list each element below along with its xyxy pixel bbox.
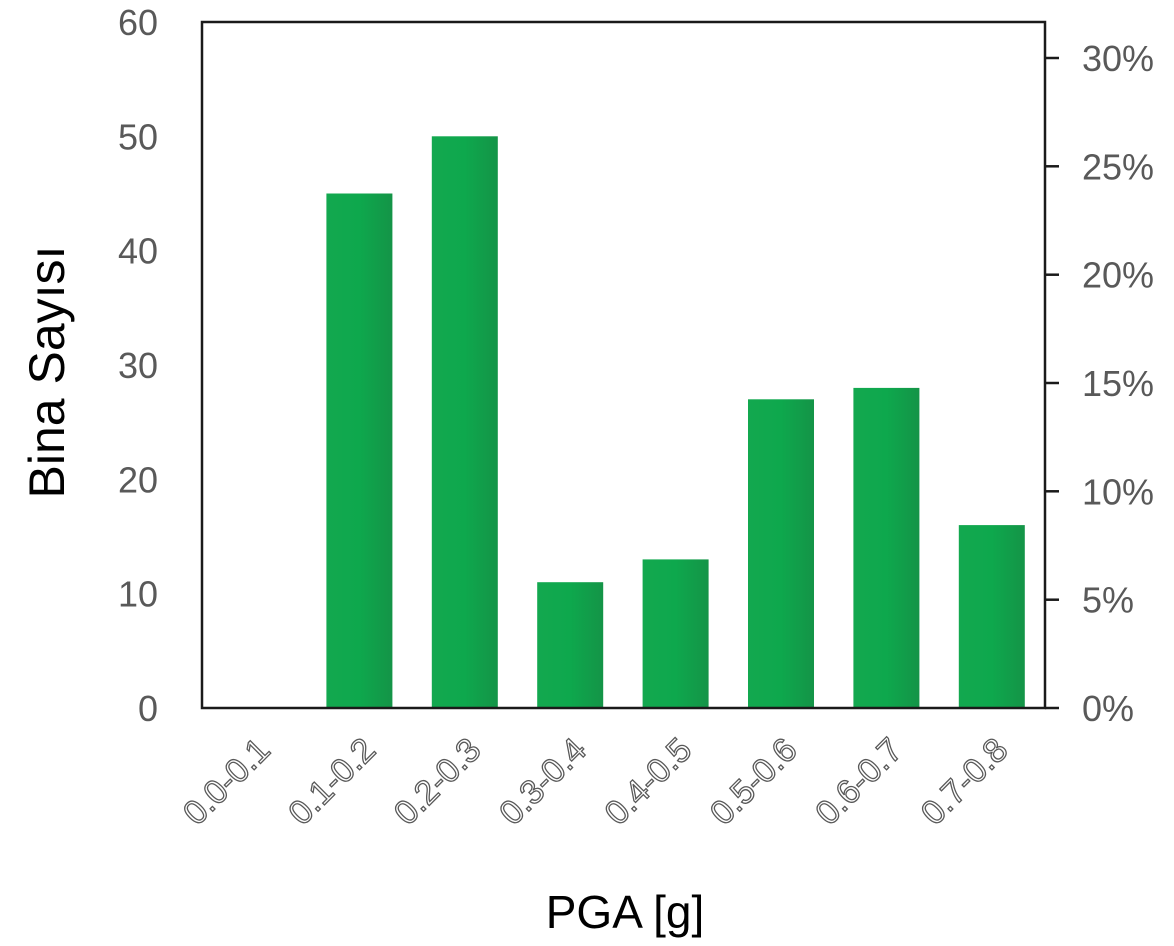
y-tick-label: 40	[118, 231, 158, 272]
bar-0.5-0.6	[748, 399, 814, 708]
y-tick-label: 30	[118, 345, 158, 386]
bar-0.2-0.3	[431, 136, 498, 709]
left-axis: 0 10 20 30 40 50 60	[118, 2, 158, 729]
y-axis-label: Bina Sayısı	[19, 246, 75, 499]
bar-0.7-0.8	[958, 525, 1025, 708]
x-axis: 0.0-0.1 0.1-0.2 0.2-0.3 0.3-0.4 0.4-0.5 0.5-0…	[175, 730, 1016, 833]
y2-tick-label: 0%	[1082, 688, 1134, 729]
bar-0.1-0.2	[326, 193, 393, 708]
y2-tick-label: 10%	[1082, 471, 1154, 512]
y-tick-label: 10	[118, 574, 158, 615]
x-tick-label: 0.3-0.4	[492, 731, 594, 833]
x-tick-label: 0.6-0.7	[808, 731, 910, 833]
x-axis-label: PGA [g]	[546, 886, 705, 938]
x-tick-label: 0.2-0.3	[387, 731, 489, 833]
bar-0.3-0.4	[537, 582, 604, 708]
bar-0.6-0.7	[853, 387, 920, 708]
y-tick-label: 20	[118, 459, 158, 500]
y-tick-label: 60	[118, 2, 158, 43]
x-tick-label: 0.4-0.5	[598, 731, 700, 833]
right-axis: 0% 5% 10% 15% 20% 25% 30%	[1045, 38, 1154, 729]
y-tick-label: 0	[138, 688, 158, 729]
bars-group	[326, 136, 1025, 709]
y2-tick-label: 15%	[1082, 363, 1154, 404]
plot-frame	[200, 20, 1047, 710]
y2-tick-label: 20%	[1082, 255, 1154, 296]
x-tick-label: 0.1-0.2	[281, 731, 383, 833]
y2-tick-label: 5%	[1082, 580, 1134, 621]
bar-0.4-0.5	[642, 559, 709, 708]
x-tick-label: 0.0-0.1	[176, 731, 278, 833]
y2-tick-label: 30%	[1082, 38, 1154, 79]
x-tick-label: 0.7-0.8	[914, 731, 1016, 833]
x-tick-label: 0.5-0.6	[703, 731, 805, 833]
y-tick-label: 50	[118, 116, 158, 157]
y2-tick-label: 25%	[1082, 146, 1154, 187]
